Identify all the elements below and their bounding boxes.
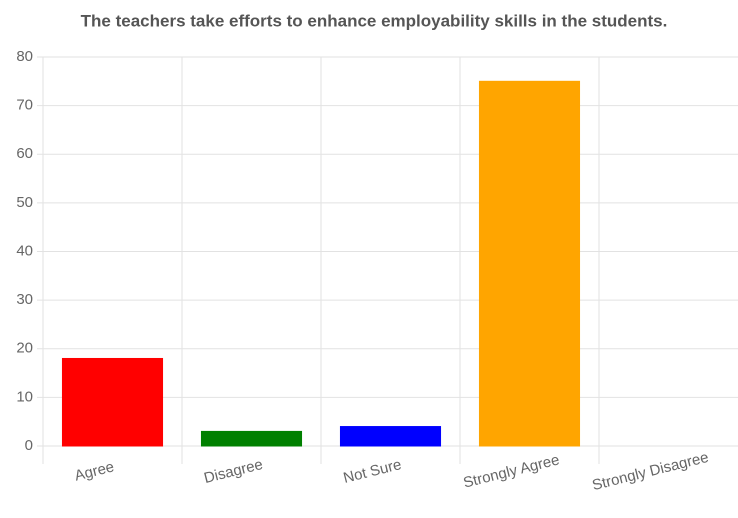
y-tick-label: 50 — [16, 194, 33, 211]
x-tick-label: Agree — [73, 458, 116, 484]
x-tick-label: Disagree — [202, 456, 264, 487]
y-tick-label: 70 — [16, 97, 33, 114]
chart-title: The teachers take efforts to enhance emp… — [81, 11, 668, 30]
y-tick-label: 30 — [16, 291, 33, 308]
y-tick-label: 10 — [16, 388, 33, 405]
x-tick-label: Strongly Agree — [462, 451, 562, 491]
y-tick-label: 60 — [16, 145, 33, 162]
bar — [61, 357, 164, 447]
bar — [200, 430, 303, 447]
y-tick-label: 80 — [16, 48, 33, 65]
y-tick-label: 40 — [16, 242, 33, 259]
x-tick-label: Strongly Disagree — [590, 449, 710, 494]
y-tick-label: 0 — [25, 437, 33, 454]
x-tick-label: Not Sure — [342, 456, 404, 487]
y-tick-label: 20 — [16, 340, 33, 357]
bar — [339, 426, 442, 447]
bar — [478, 80, 581, 447]
